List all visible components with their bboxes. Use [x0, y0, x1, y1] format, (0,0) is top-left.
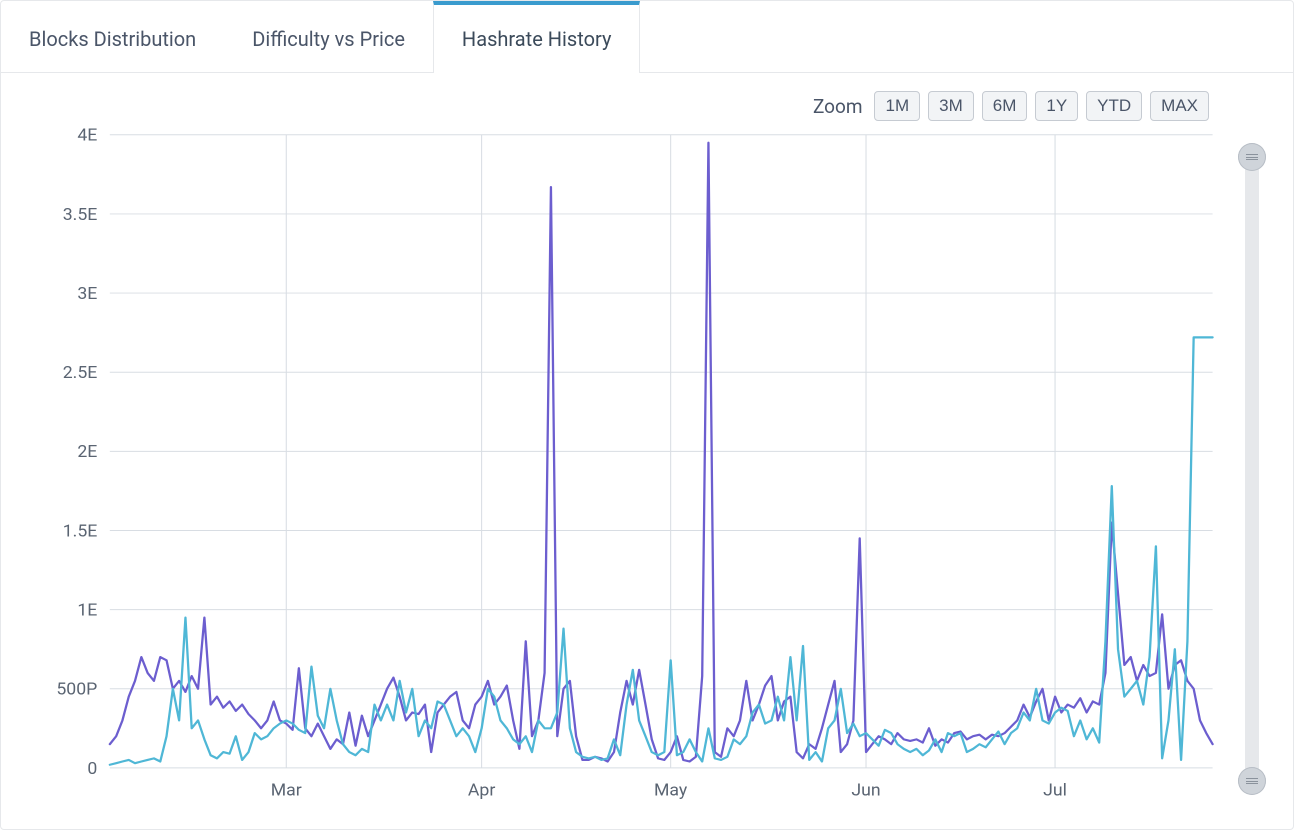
svg-text:Jul: Jul — [1043, 781, 1067, 800]
zoom-btn-1y[interactable]: 1Y — [1035, 91, 1078, 121]
svg-text:2E: 2E — [77, 443, 97, 462]
tab-blocks-distribution[interactable]: Blocks Distribution — [1, 1, 224, 72]
chart-svg: 0 500P 1E 1.5E 2E 2.5E 3E 3.5E 4E Mar Apr May Jun Jul — [37, 125, 1223, 811]
svg-text:4E: 4E — [77, 126, 97, 145]
svg-text:Mar: Mar — [271, 781, 302, 800]
chart-area: Zoom 1M 3M 6M1Y YTD MAX 0 500P 1E 1.5E 2E 2.5E 3E 3… — [1, 73, 1293, 829]
scrollbar-handle-bottom[interactable] — [1238, 767, 1266, 795]
svg-text:500P: 500P — [56, 680, 97, 699]
svg-text:3E: 3E — [77, 284, 97, 303]
scrollbar-handle-top[interactable] — [1238, 143, 1266, 171]
zoom-label: Zoom — [813, 95, 863, 118]
chart-plot: 0 500P 1E 1.5E 2E 2.5E 3E 3.5E 4E Mar Apr May Jun Jul — [37, 125, 1223, 811]
line-series-b — [110, 337, 1213, 764]
svg-text:Jun: Jun — [851, 781, 880, 800]
zoom-btn-3m[interactable]: 3M — [928, 91, 974, 121]
svg-text:1.5E: 1.5E — [63, 522, 98, 541]
chart-card: Blocks DistributionDifficulty vs PriceHa… — [0, 0, 1294, 830]
tab-difficulty-vs-price[interactable]: Difficulty vs Price — [224, 1, 433, 72]
line-series-a — [110, 143, 1213, 762]
zoom-controls: Zoom 1M 3M 6M1Y YTD MAX — [813, 91, 1209, 121]
svg-text:3.5E: 3.5E — [63, 205, 98, 224]
svg-text:0: 0 — [87, 759, 97, 778]
tab-hashrate-history[interactable]: Hashrate History — [433, 1, 640, 72]
svg-text:2.5E: 2.5E — [63, 364, 98, 383]
zoom-btn-ytd[interactable]: YTD — [1086, 91, 1142, 121]
zoom-btn-max[interactable]: MAX — [1150, 91, 1209, 121]
zoom-btn-6m[interactable]: 6M — [982, 91, 1028, 121]
svg-text:May: May — [654, 781, 687, 800]
vertical-scrollbar[interactable] — [1245, 157, 1259, 781]
svg-text:1E: 1E — [77, 601, 97, 620]
tabs-bar: Blocks DistributionDifficulty vs PriceHa… — [1, 1, 1293, 73]
svg-text:Apr: Apr — [468, 781, 496, 800]
zoom-btn-1m[interactable]: 1M — [874, 91, 920, 121]
